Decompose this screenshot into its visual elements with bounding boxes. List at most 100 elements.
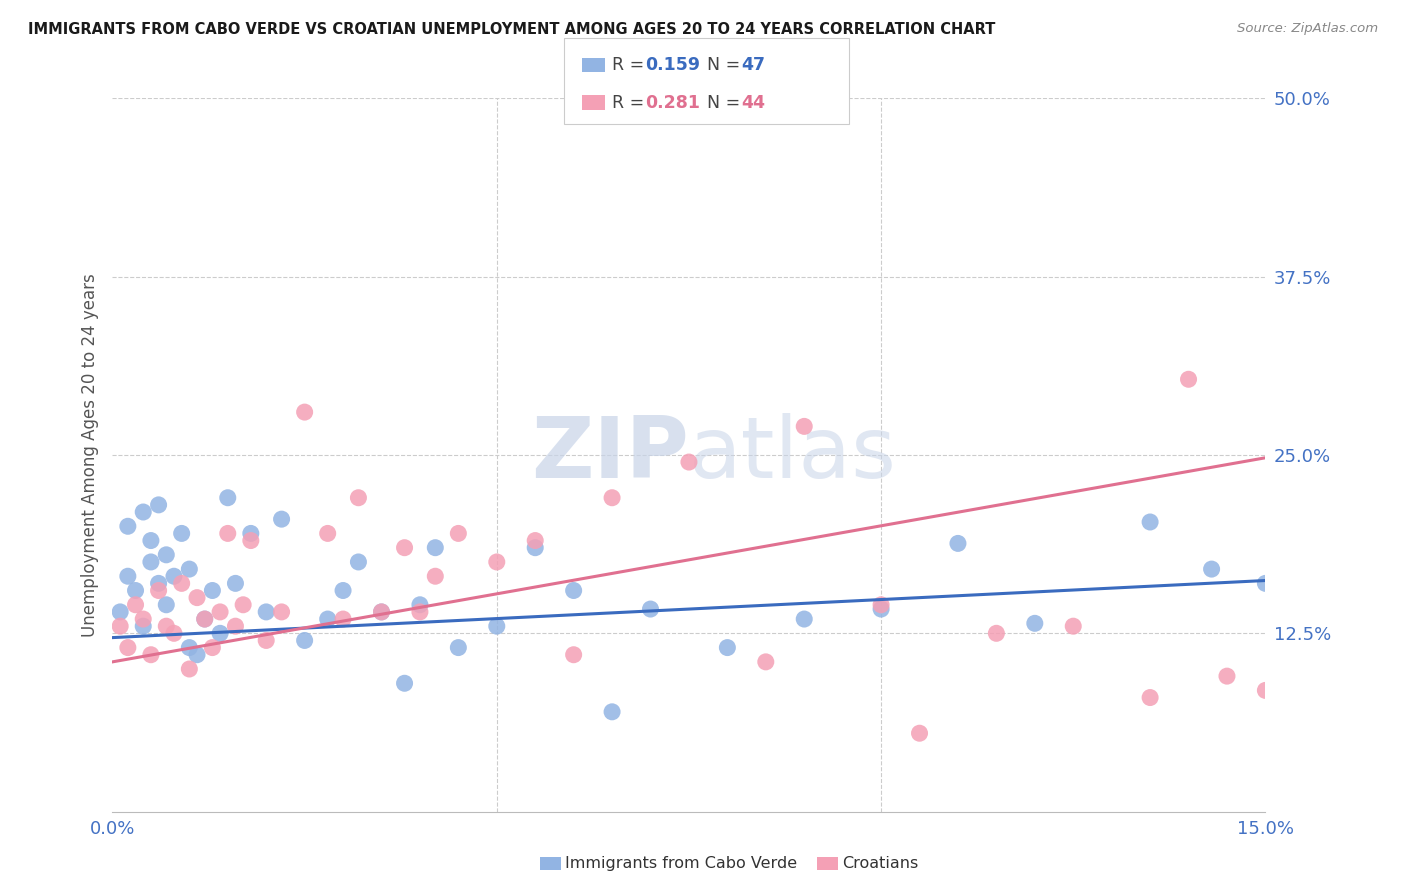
Point xyxy=(332,612,354,626)
Point xyxy=(370,605,392,619)
Text: Source: ZipAtlas.com: Source: ZipAtlas.com xyxy=(1237,22,1378,36)
Point xyxy=(524,533,547,548)
Text: 0.281: 0.281 xyxy=(645,95,700,112)
Point xyxy=(755,655,778,669)
Point xyxy=(209,605,232,619)
Text: ZIP: ZIP xyxy=(531,413,689,497)
Text: N =: N = xyxy=(696,95,745,112)
Point xyxy=(186,648,208,662)
Point xyxy=(155,548,177,562)
Text: R =: R = xyxy=(612,56,650,74)
Point xyxy=(394,541,416,555)
Point xyxy=(132,619,155,633)
Point xyxy=(716,640,738,655)
Point xyxy=(409,605,432,619)
Point xyxy=(678,455,700,469)
Point xyxy=(201,583,224,598)
Point xyxy=(163,626,186,640)
Point xyxy=(194,612,217,626)
Point xyxy=(370,605,392,619)
Point xyxy=(239,533,262,548)
Point xyxy=(108,605,131,619)
Text: IMMIGRANTS FROM CABO VERDE VS CROATIAN UNEMPLOYMENT AMONG AGES 20 TO 24 YEARS CO: IMMIGRANTS FROM CABO VERDE VS CROATIAN U… xyxy=(28,22,995,37)
Point xyxy=(600,705,623,719)
Point xyxy=(270,512,292,526)
Point xyxy=(870,602,893,616)
Point xyxy=(254,633,277,648)
Point xyxy=(209,626,232,640)
Point xyxy=(139,648,162,662)
Point xyxy=(224,619,246,633)
Point xyxy=(155,619,177,633)
Text: 44: 44 xyxy=(741,95,765,112)
Point xyxy=(447,640,470,655)
Point xyxy=(986,626,1008,640)
Point xyxy=(239,526,262,541)
Text: R =: R = xyxy=(612,95,650,112)
Point xyxy=(425,569,447,583)
Point xyxy=(1254,576,1277,591)
Point xyxy=(148,498,170,512)
Point xyxy=(254,605,277,619)
Point xyxy=(316,526,339,541)
Point xyxy=(163,569,186,583)
Point xyxy=(485,555,508,569)
Text: Croatians: Croatians xyxy=(842,856,918,871)
Point xyxy=(870,598,893,612)
Point xyxy=(1201,562,1223,576)
Text: atlas: atlas xyxy=(689,413,897,497)
Point xyxy=(179,640,201,655)
Point xyxy=(394,676,416,690)
Point xyxy=(524,541,547,555)
Point xyxy=(132,612,155,626)
Point xyxy=(148,583,170,598)
Point xyxy=(170,576,193,591)
Point xyxy=(793,419,815,434)
Y-axis label: Unemployment Among Ages 20 to 24 years: Unemployment Among Ages 20 to 24 years xyxy=(80,273,98,637)
Point xyxy=(640,602,662,616)
Point xyxy=(170,526,193,541)
Point xyxy=(316,612,339,626)
Point xyxy=(132,505,155,519)
Text: 47: 47 xyxy=(741,56,765,74)
Point xyxy=(179,562,201,576)
Text: N =: N = xyxy=(696,56,745,74)
Point xyxy=(1024,616,1046,631)
Point xyxy=(194,612,217,626)
Point xyxy=(485,619,508,633)
Point xyxy=(124,583,146,598)
Point xyxy=(562,583,585,598)
Point xyxy=(217,491,239,505)
Point xyxy=(1177,372,1199,386)
Point xyxy=(1216,669,1239,683)
Point xyxy=(294,405,316,419)
Point xyxy=(946,536,969,550)
Point xyxy=(108,619,131,633)
Point xyxy=(117,569,139,583)
Point xyxy=(347,555,370,569)
Point xyxy=(1254,683,1277,698)
Point xyxy=(908,726,931,740)
Point xyxy=(347,491,370,505)
Point xyxy=(425,541,447,555)
Point xyxy=(409,598,432,612)
Point xyxy=(224,576,246,591)
Point xyxy=(294,633,316,648)
Point xyxy=(139,533,162,548)
Point xyxy=(270,605,292,619)
Point xyxy=(1062,619,1084,633)
Point xyxy=(332,583,354,598)
Point xyxy=(217,526,239,541)
Point xyxy=(139,555,162,569)
Point xyxy=(117,640,139,655)
Point xyxy=(179,662,201,676)
Point xyxy=(155,598,177,612)
Point xyxy=(447,526,470,541)
Text: Immigrants from Cabo Verde: Immigrants from Cabo Verde xyxy=(565,856,797,871)
Point xyxy=(148,576,170,591)
Point xyxy=(1139,515,1161,529)
Text: 0.159: 0.159 xyxy=(645,56,700,74)
Point xyxy=(793,612,815,626)
Point xyxy=(600,491,623,505)
Point xyxy=(124,598,146,612)
